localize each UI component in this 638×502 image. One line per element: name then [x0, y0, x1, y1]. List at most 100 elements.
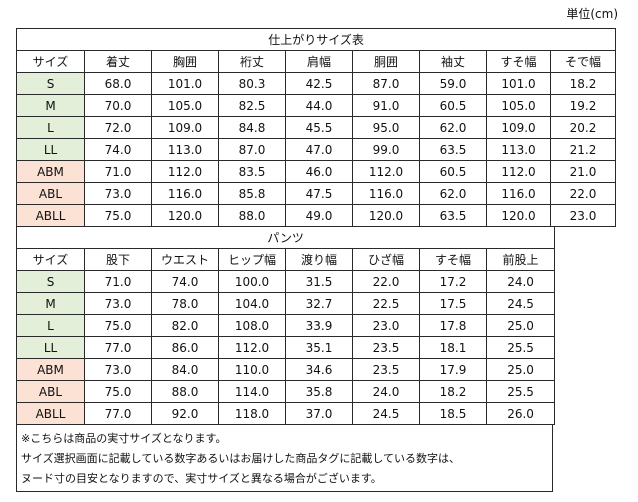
table-row: ABM 73.0 84.0 110.0 34.6 23.5 17.9 25.0	[16, 358, 556, 381]
value-cell: 109.0	[151, 116, 219, 139]
value-cell: 46.0	[285, 160, 353, 183]
value-cell: 35.8	[285, 380, 353, 403]
size-cell: ABLL	[16, 402, 85, 425]
value-cell: 25.5	[485, 336, 556, 359]
table-row: ABLL 75.0 120.0 88.0 49.0 120.0 63.5 120.0 23.0	[16, 204, 617, 227]
value-cell: 82.0	[151, 314, 219, 337]
column-header: サイズ	[16, 50, 85, 73]
pants-title-row: パンツ	[15, 226, 556, 249]
value-cell: 77.0	[84, 402, 152, 425]
value-cell: 118.0	[218, 402, 286, 425]
column-header: 裄丈	[218, 50, 286, 73]
size-cell: M	[16, 292, 85, 315]
size-cell: LL	[16, 138, 85, 161]
column-header: 袖丈	[419, 50, 487, 73]
header-row: サイズ 着丈 胸囲 裄丈 肩幅 胴囲 袖丈 すそ幅 そで幅	[16, 50, 617, 73]
value-cell: 21.0	[549, 160, 617, 183]
size-cell: ABLL	[16, 204, 85, 227]
value-cell: 104.0	[218, 292, 286, 315]
value-cell: 62.0	[419, 116, 487, 139]
value-cell: 19.2	[549, 94, 617, 117]
value-cell: 60.5	[419, 94, 487, 117]
column-header: すそ幅	[486, 50, 551, 73]
value-cell: 68.0	[84, 72, 152, 95]
value-cell: 24.0	[485, 270, 556, 293]
value-cell: 47.5	[285, 182, 353, 205]
value-cell: 72.0	[84, 116, 152, 139]
size-cell: ABM	[16, 358, 85, 381]
note-line: ヌード寸の目安となりますので、実寸サイズと異なる場合がございます。	[21, 472, 382, 485]
size-cell: S	[16, 270, 85, 293]
table-row: LL 77.0 86.0 112.0 35.1 23.5 18.1 25.5	[16, 336, 556, 359]
value-cell: 113.0	[486, 138, 551, 161]
value-cell: 116.0	[352, 182, 420, 205]
value-cell: 18.5	[419, 402, 487, 425]
value-cell: 87.0	[218, 138, 286, 161]
table-row: ABL 75.0 88.0 114.0 35.8 24.0 18.2 25.5	[16, 380, 556, 403]
value-cell: 92.0	[151, 402, 219, 425]
value-cell: 63.5	[419, 204, 487, 227]
value-cell: 108.0	[218, 314, 286, 337]
value-cell: 114.0	[218, 380, 286, 403]
value-cell: 116.0	[151, 182, 219, 205]
pants-table-title: パンツ	[15, 226, 556, 249]
value-cell: 23.0	[549, 204, 617, 227]
value-cell: 88.0	[151, 380, 219, 403]
value-cell: 84.8	[218, 116, 286, 139]
value-cell: 63.5	[419, 138, 487, 161]
value-cell: 26.0	[485, 402, 556, 425]
value-cell: 112.0	[486, 160, 551, 183]
value-cell: 101.0	[151, 72, 219, 95]
size-cell: ABM	[16, 160, 85, 183]
value-cell: 73.0	[84, 358, 152, 381]
column-header: 肩幅	[285, 50, 353, 73]
value-cell: 109.0	[486, 116, 551, 139]
value-cell: 22.5	[352, 292, 420, 315]
table-row: M 73.0 78.0 104.0 32.7 22.5 17.5 24.5	[16, 292, 556, 315]
tops-title-row: 仕上がりサイズ表	[15, 28, 617, 51]
column-header: 胴囲	[352, 50, 420, 73]
value-cell: 91.0	[352, 94, 420, 117]
column-header: 渡り幅	[285, 248, 353, 271]
value-cell: 70.0	[84, 94, 152, 117]
tops-table-body: 仕上がりサイズ表 サイズ 着丈 胸囲 裄丈 肩幅 胴囲 袖丈 すそ幅 そで幅 S 68.0 101.0 8…	[15, 28, 617, 227]
value-cell: 75.0	[84, 380, 152, 403]
value-cell: 110.0	[218, 358, 286, 381]
table-row: ABL 73.0 116.0 85.8 47.5 116.0 62.0 116.0 22.0	[16, 182, 617, 205]
value-cell: 84.0	[151, 358, 219, 381]
value-cell: 105.0	[151, 94, 219, 117]
value-cell: 44.0	[285, 94, 353, 117]
value-cell: 100.0	[218, 270, 286, 293]
value-cell: 25.0	[485, 358, 556, 381]
value-cell: 101.0	[486, 72, 551, 95]
size-cell: M	[16, 94, 85, 117]
value-cell: 71.0	[84, 270, 152, 293]
column-header: 前股上	[485, 248, 556, 271]
value-cell: 17.5	[419, 292, 487, 315]
column-header: すそ幅	[419, 248, 487, 271]
size-cell: L	[16, 314, 85, 337]
value-cell: 24.5	[352, 402, 420, 425]
value-cell: 25.5	[485, 380, 556, 403]
value-cell: 18.2	[419, 380, 487, 403]
value-cell: 75.0	[84, 314, 152, 337]
value-cell: 75.0	[84, 204, 152, 227]
unit-label: 単位(cm)	[566, 7, 618, 21]
value-cell: 116.0	[486, 182, 551, 205]
size-cell: LL	[16, 336, 85, 359]
value-cell: 99.0	[352, 138, 420, 161]
size-cell: ABL	[16, 380, 85, 403]
header-row: サイズ 股下 ウエスト ヒップ幅 渡り幅 ひざ幅 すそ幅 前股上	[16, 248, 556, 271]
table-row: S 68.0 101.0 80.3 42.5 87.0 59.0 101.0 18.2	[16, 72, 617, 95]
pants-size-table: パンツ サイズ 股下 ウエスト ヒップ幅 渡り幅 ひざ幅 すそ幅 前股上 S 71.0 74.0 100…	[15, 226, 556, 425]
value-cell: 71.0	[84, 160, 152, 183]
value-cell: 17.8	[419, 314, 487, 337]
value-cell: 45.5	[285, 116, 353, 139]
size-note: ※こちらは商品の実寸サイズとなります。 サイズ選択画面に記載している数字あるいは…	[16, 424, 553, 492]
value-cell: 62.0	[419, 182, 487, 205]
value-cell: 120.0	[486, 204, 551, 227]
table-row: L 75.0 82.0 108.0 33.9 23.0 17.8 25.0	[16, 314, 556, 337]
value-cell: 74.0	[84, 138, 152, 161]
size-cell: ABL	[16, 182, 85, 205]
table-row: LL 74.0 113.0 87.0 47.0 99.0 63.5 113.0 21.2	[16, 138, 617, 161]
